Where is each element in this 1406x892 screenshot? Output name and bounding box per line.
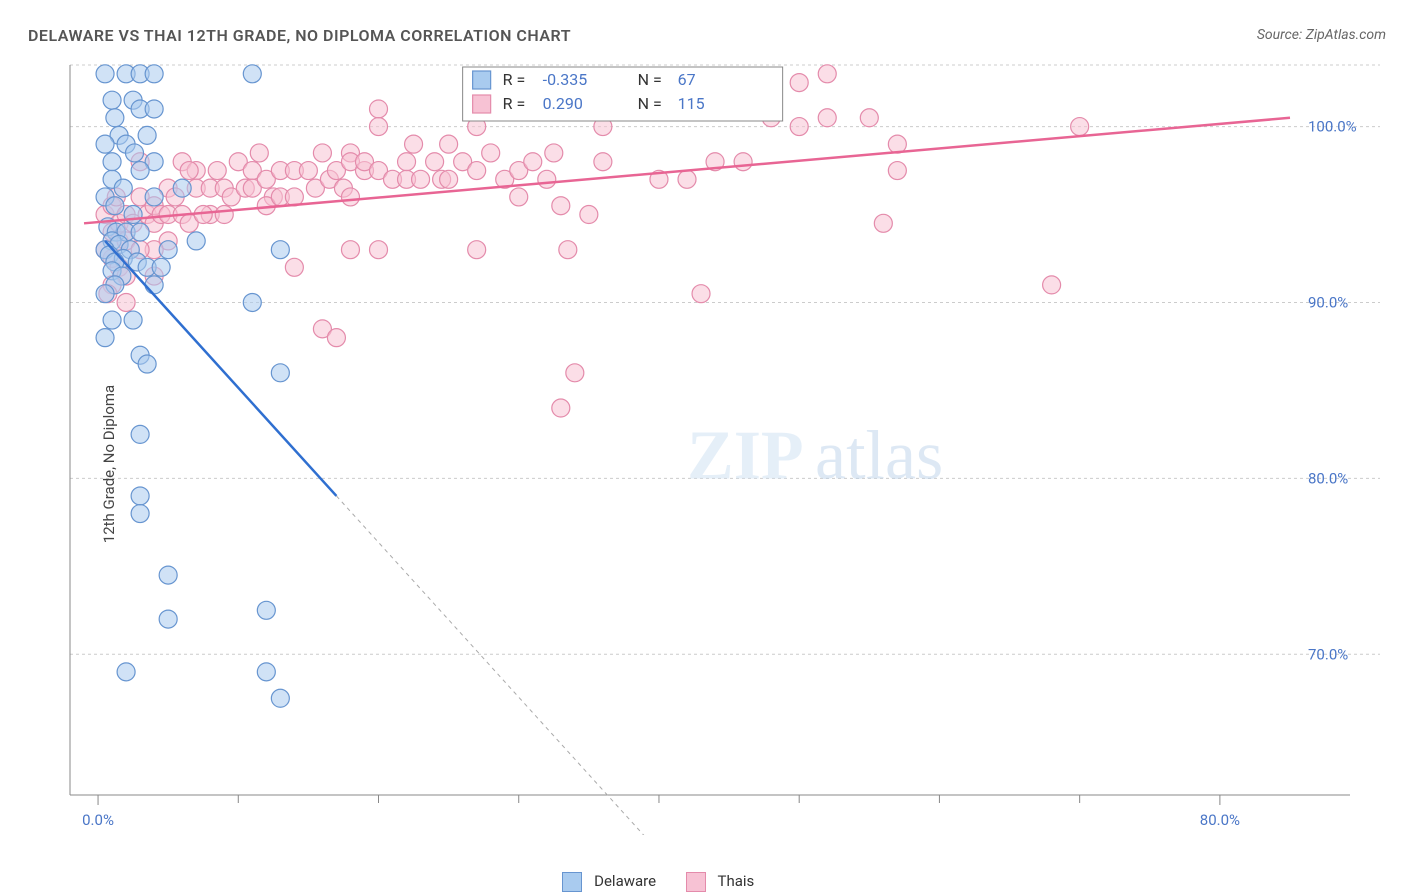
svg-text:0.290: 0.290	[543, 94, 583, 113]
svg-text:atlas: atlas	[815, 417, 943, 494]
scatter-chart: 70.0% 80.0% 90.0% 100.0% 0.0% 80.0% ZIPatlas R …	[30, 55, 1380, 835]
legend-bottom: Delaware Thais	[562, 872, 754, 892]
source-label: Source: ZipAtlas.com	[1257, 27, 1386, 43]
svg-text:80.0%: 80.0%	[1308, 469, 1348, 487]
svg-text:R =: R =	[503, 70, 526, 89]
square-icon	[562, 872, 582, 892]
svg-text:90.0%: 90.0%	[1308, 293, 1348, 311]
svg-text:100.0%: 100.0%	[1308, 118, 1357, 136]
svg-text:80.0%: 80.0%	[1200, 811, 1240, 829]
svg-text:R =: R =	[503, 94, 526, 113]
svg-text:ZIP: ZIP	[687, 417, 804, 494]
svg-text:115: 115	[678, 94, 705, 113]
chart-title: DELAWARE VS THAI 12TH GRADE, NO DIPLOMA …	[28, 26, 571, 45]
square-icon	[686, 872, 706, 892]
svg-text:0.0%: 0.0%	[82, 811, 114, 829]
y-axis-label: 12th Grade, No Diploma	[100, 384, 118, 542]
svg-text:-0.335: -0.335	[543, 70, 588, 89]
svg-text:N =: N =	[638, 70, 662, 89]
legend-item-delaware: Delaware	[562, 872, 656, 892]
svg-text:N =: N =	[638, 94, 662, 113]
legend-item-thais: Thais	[686, 872, 754, 892]
svg-text:70.0%: 70.0%	[1308, 645, 1348, 663]
svg-text:67: 67	[678, 70, 696, 89]
